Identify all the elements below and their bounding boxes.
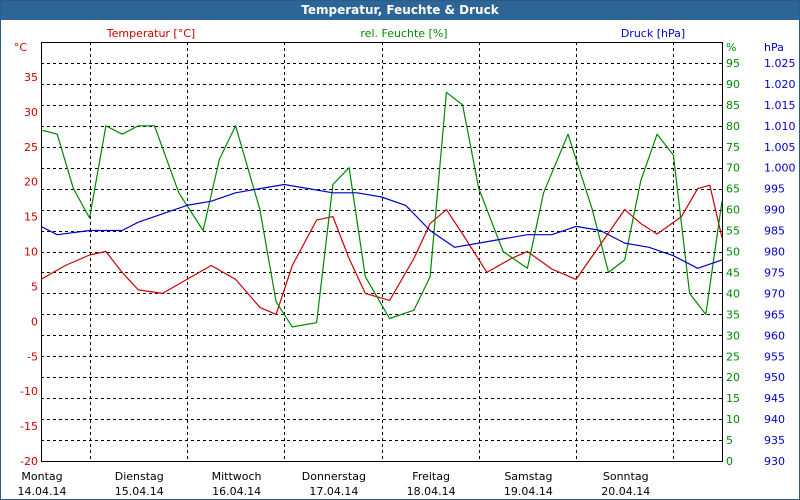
pressure-tick-label: 1.015 (764, 99, 796, 112)
x-tick-day-label: Montag (21, 470, 62, 483)
temperature-tick-label: -15 (20, 420, 38, 433)
humidity-unit-label: % (726, 41, 736, 54)
humidity-tick-label: 85 (726, 99, 740, 112)
temperature-tick-label: 25 (24, 141, 38, 154)
humidity-tick-label: 65 (726, 183, 740, 196)
temperature-tick-label: 15 (24, 211, 38, 224)
temperature-tick-label: -5 (27, 350, 38, 363)
humidity-axis-label: rel. Feuchte [%] (360, 27, 447, 40)
pressure-tick-label: 1.005 (764, 141, 796, 154)
humidity-tick-label: 95 (726, 57, 740, 70)
pressure-tick-label: 940 (764, 413, 785, 426)
pressure-tick-label: 975 (764, 266, 785, 279)
temperature-tick-label: 35 (24, 71, 38, 84)
temperature-tick-label: 5 (31, 280, 38, 293)
pressure-tick-label: 965 (764, 308, 785, 321)
chart-title: Temperatur, Feuchte & Druck (1, 1, 799, 20)
pressure-tick-label: 995 (764, 183, 785, 196)
x-tick-day-label: Sonntag (603, 470, 649, 483)
pressure-tick-label: 1.025 (764, 57, 796, 70)
humidity-tick-label: 55 (726, 225, 740, 238)
humidity-tick-label: 30 (726, 329, 740, 342)
humidity-tick-label: 20 (726, 371, 740, 384)
temperature-tick-label: 0 (31, 315, 38, 328)
humidity-tick-label: 80 (726, 120, 740, 133)
pressure-tick-label: 970 (764, 287, 785, 300)
pressure-unit-label: hPa (764, 41, 784, 54)
pressure-tick-label: 1.010 (764, 120, 796, 133)
pressure-tick-label: 990 (764, 204, 785, 217)
pressure-tick-label: 985 (764, 225, 785, 238)
pressure-tick-label: 950 (764, 371, 785, 384)
humidity-tick-label: 75 (726, 141, 740, 154)
x-tick-date-label: 14.04.14 (18, 485, 67, 498)
temperature-unit-label: °C (14, 41, 28, 54)
humidity-tick-label: 5 (726, 434, 733, 447)
temperature-tick-label: -20 (20, 455, 38, 468)
humidity-tick-label: 45 (726, 266, 740, 279)
temperature-axis-label: Temperatur [°C] (106, 27, 195, 40)
temperature-tick-label: -10 (20, 385, 38, 398)
pressure-tick-label: 1.020 (764, 78, 796, 91)
x-tick-date-label: 18.04.14 (407, 485, 456, 498)
humidity-tick-label: 0 (726, 455, 733, 468)
plot-area (41, 42, 723, 462)
x-tick-day-label: Samstag (504, 470, 552, 483)
humidity-tick-label: 70 (726, 162, 740, 175)
pressure-axis-label: Druck [hPa] (621, 27, 685, 40)
temperature-tick-label: 10 (24, 246, 38, 259)
x-tick-day-label: Dienstag (115, 470, 164, 483)
x-tick-day-label: Mittwoch (212, 470, 262, 483)
humidity-tick-label: 35 (726, 308, 740, 321)
pressure-tick-label: 935 (764, 434, 785, 447)
temperature-line (40, 184, 723, 315)
humidity-tick-label: 10 (726, 413, 740, 426)
humidity-tick-label: 90 (726, 78, 740, 91)
x-tick-date-label: 20.04.14 (601, 485, 650, 498)
humidity-line (40, 91, 723, 328)
x-tick-date-label: 16.04.14 (212, 485, 261, 498)
humidity-tick-label: 15 (726, 392, 740, 405)
x-tick-date-label: 15.04.14 (115, 485, 164, 498)
humidity-tick-label: 25 (726, 350, 740, 363)
x-tick-day-label: Freitag (412, 470, 450, 483)
humidity-tick-label: 40 (726, 287, 740, 300)
pressure-tick-label: 1.000 (764, 162, 796, 175)
pressure-tick-label: 960 (764, 329, 785, 342)
humidity-tick-label: 60 (726, 204, 740, 217)
pressure-tick-label: 945 (764, 392, 785, 405)
x-tick-day-label: Donnerstag (302, 470, 366, 483)
pressure-tick-label: 930 (764, 455, 785, 468)
pressure-tick-label: 955 (764, 350, 785, 363)
pressure-tick-label: 980 (764, 246, 785, 259)
temperature-tick-label: 20 (24, 176, 38, 189)
temperature-tick-label: 30 (24, 106, 38, 119)
x-tick-date-label: 17.04.14 (309, 485, 358, 498)
pressure-line (40, 183, 723, 269)
x-tick-date-label: 19.04.14 (504, 485, 553, 498)
humidity-tick-label: 50 (726, 246, 740, 259)
